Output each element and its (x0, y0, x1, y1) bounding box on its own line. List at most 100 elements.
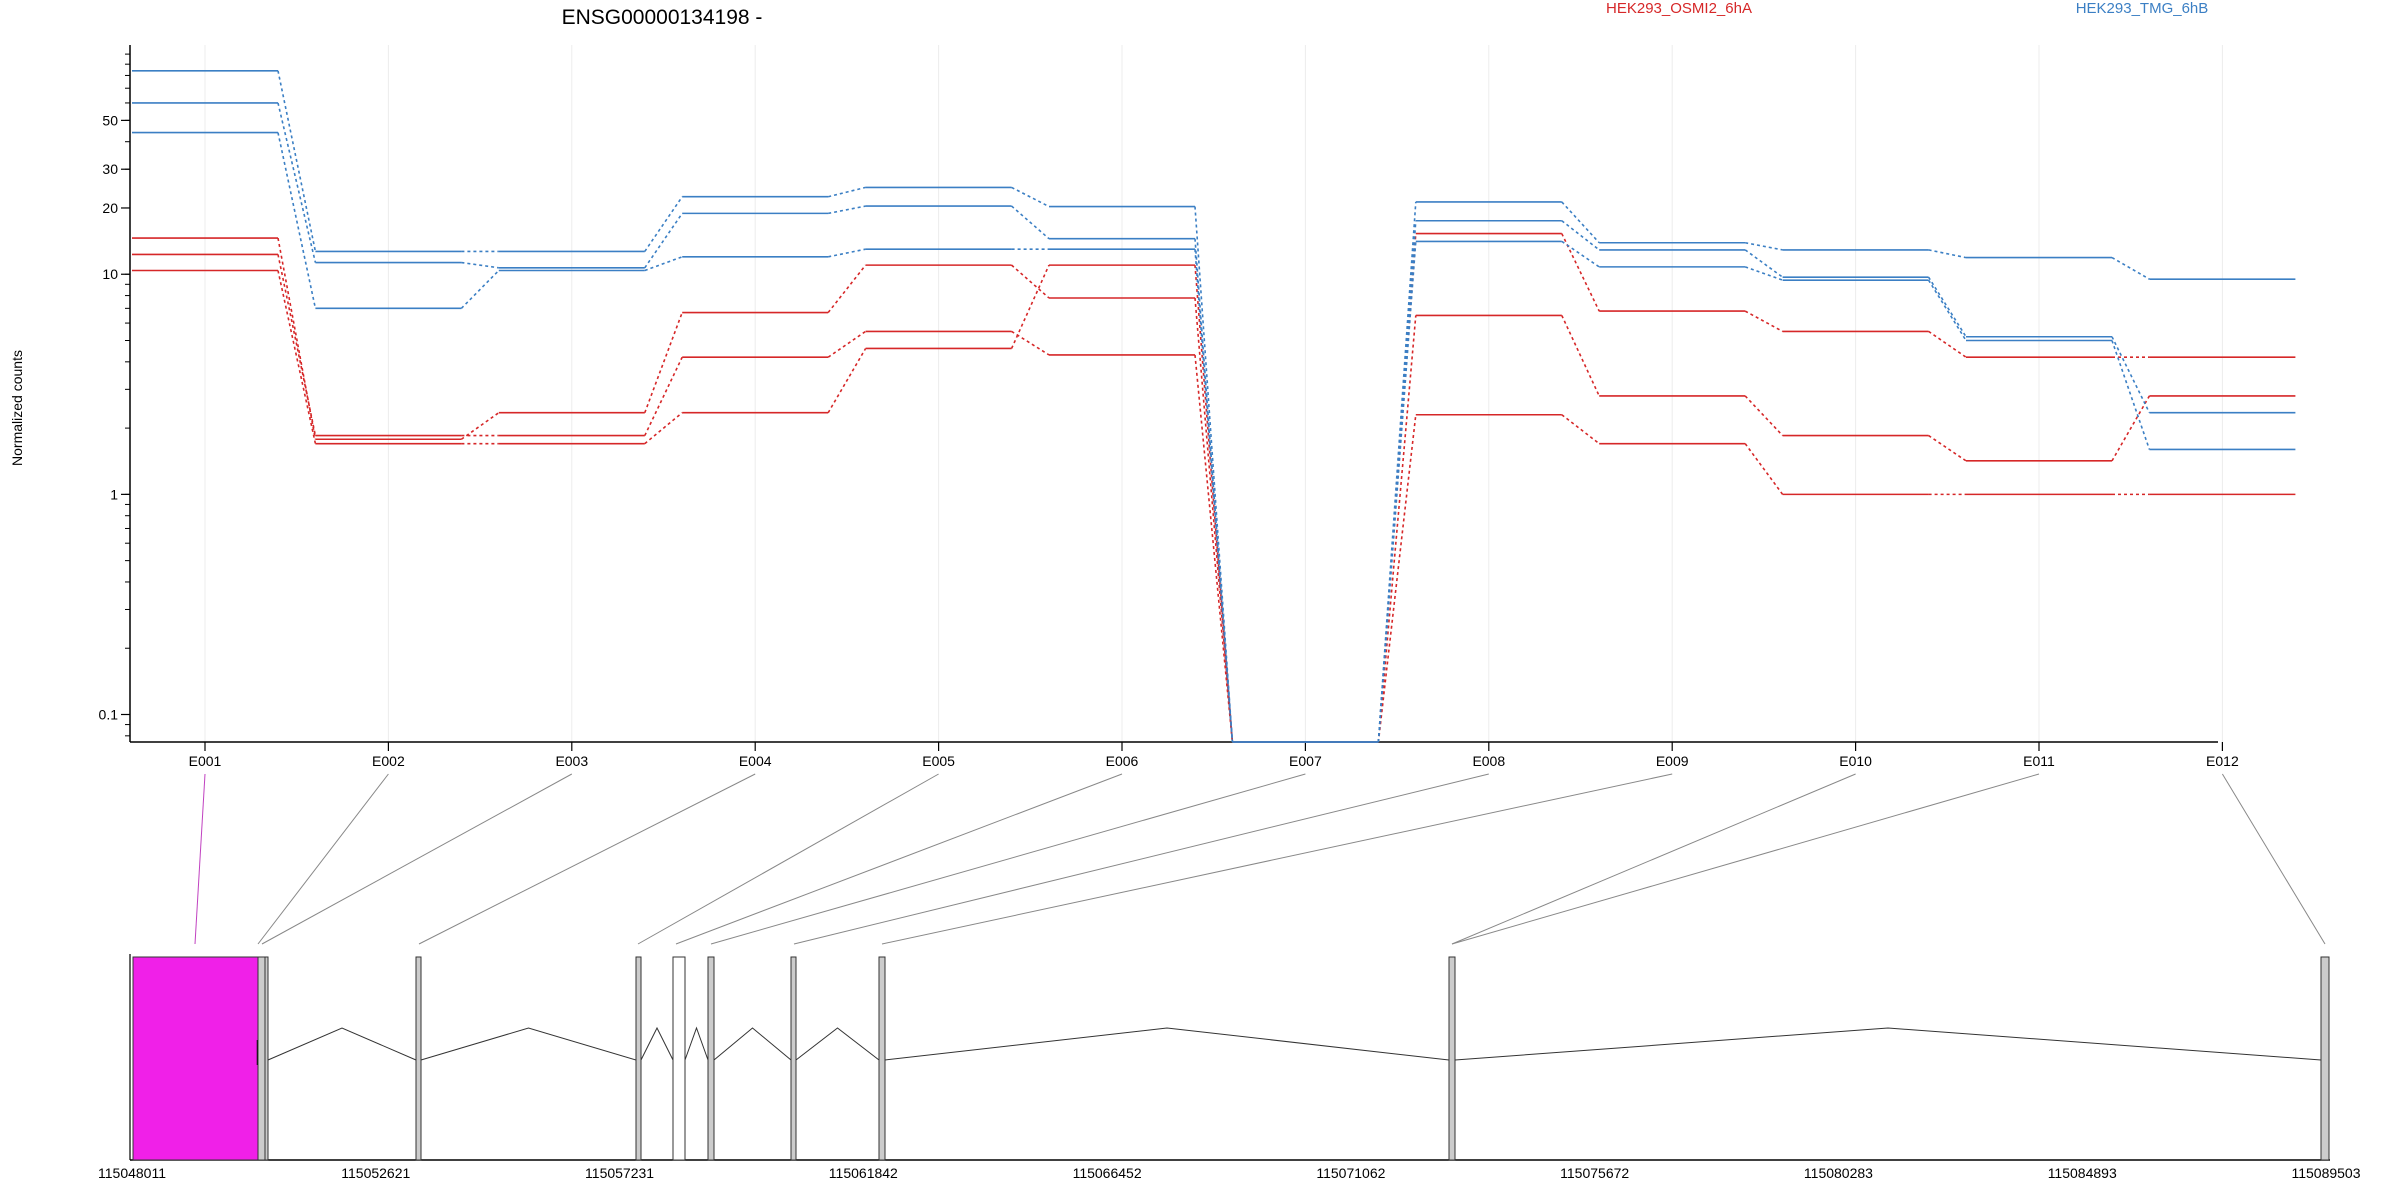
y-tick-label: 0.1 (99, 706, 119, 722)
exon-box-6 (707, 956, 715, 1161)
series-6-connector-3 (644, 256, 683, 272)
connector-e009 (881, 773, 1673, 945)
y-tick-label: 1 (110, 486, 118, 502)
connector-e002 (257, 773, 389, 945)
legend-entry-tmg: HEK293_TMG_6hB (2076, 0, 2209, 17)
legend-entry-osmi2: HEK293_OSMI2_6hA (1606, 0, 1752, 17)
series-3-connector-9 (1744, 443, 1784, 495)
intron-5 (713, 1027, 792, 1061)
exon-box-4 (635, 956, 642, 1161)
series-3-connector-8 (1561, 414, 1600, 445)
series-5-connector-1 (277, 102, 317, 263)
series-4-connector-11 (2111, 256, 2150, 280)
connector-e007 (710, 773, 1306, 945)
exon-box-3 (415, 956, 422, 1161)
series-6-connector-2 (460, 269, 500, 309)
x-tick-label-e010: E010 (1839, 753, 1872, 769)
exon-e001-highlighted (132, 956, 259, 1161)
connector-e011 (1451, 773, 2040, 945)
coordinate-tick-label: 115048011 (98, 1165, 166, 1181)
series-6-connector-9 (1744, 266, 1783, 281)
x-tick-label-e006: E006 (1106, 753, 1139, 769)
y-tick-label: 30 (102, 161, 118, 177)
x-tick-label-e001: E001 (189, 753, 222, 769)
series-2 (132, 253, 2296, 743)
series-1-connector-5 (1011, 264, 1050, 299)
series-5-connector-9 (1744, 249, 1784, 278)
series-6-connector-11 (2111, 340, 2151, 450)
coordinate-tick-label: 115052621 (341, 1165, 410, 1181)
series-2-connector-10 (1928, 434, 1967, 462)
series-6-connector-8 (1561, 240, 1600, 268)
series-5-connector-5 (1011, 205, 1050, 240)
y-tick-label: 20 (102, 200, 118, 216)
grid (204, 45, 2223, 742)
connector-e008 (793, 773, 1489, 945)
series-2-connector-11 (2111, 395, 2151, 462)
connector-e003 (261, 773, 573, 945)
x-tick-label-e002: E002 (372, 753, 405, 769)
series-1-connector-9 (1744, 310, 1783, 333)
coordinate-tick-label: 115057231 (585, 1165, 654, 1181)
coordinate-tick-label: 115061842 (829, 1165, 898, 1181)
series-5-connector-10 (1927, 276, 1967, 338)
series-4-connector-3 (644, 196, 683, 252)
connector-e004 (418, 773, 756, 945)
series-2-connector-3 (644, 356, 683, 436)
series-2-connector-4 (827, 330, 867, 358)
intron-2 (420, 1027, 637, 1061)
series-layer (132, 69, 2296, 743)
exon-box-10 (2320, 956, 2330, 1161)
series-5-connector-11 (2111, 336, 2151, 414)
x-tick-label-e011: E011 (2023, 753, 2055, 769)
series-5-connector-3 (644, 212, 683, 269)
series-3-connector-7 (1377, 414, 1417, 743)
x-tick-label-e009: E009 (1656, 753, 1689, 769)
exon-connector-lines (194, 773, 2326, 945)
connector-e010 (1451, 773, 1856, 945)
chart-title: ENSG00000134198 - (562, 6, 763, 29)
y-tick-label: 50 (102, 112, 118, 128)
connector-e005 (637, 773, 939, 945)
x-tick-label-e003: E003 (555, 753, 588, 769)
series-2-connector-6 (1194, 354, 1234, 743)
series-1-connector-1 (277, 237, 317, 440)
exon-box-9 (1448, 956, 1456, 1161)
x-tick-label-e005: E005 (922, 753, 955, 769)
intron-7 (884, 1027, 1450, 1061)
exon-box-8 (878, 956, 886, 1161)
series-5-connector-8 (1561, 220, 1600, 251)
series-6-connector-6 (1194, 249, 1234, 743)
connector-e012 (2221, 773, 2326, 945)
intron-3 (640, 1026, 674, 1061)
gene-model-track: 115048011 115052621 115057231 115061842 1150… (98, 954, 2361, 1181)
x-axis: E001 E002 E003 E004 E005 E006 E007 E008 E009 E010… (130, 741, 2239, 769)
x-tick-label-e012: E012 (2206, 753, 2239, 769)
intron-4 (684, 1026, 709, 1061)
series-6-connector-7 (1377, 241, 1417, 743)
series-1-connector-10 (1928, 330, 1967, 358)
series-2-connector-8 (1561, 315, 1600, 397)
series-5-connector-2 (461, 261, 499, 269)
series-4-connector-9 (1745, 241, 1783, 251)
series-1 (132, 232, 2296, 743)
series-1-connector-4 (827, 264, 867, 314)
exon-box-2 (264, 956, 269, 1161)
series-2-connector-1 (277, 254, 317, 436)
coordinate-tick-label: 115084893 (2048, 1165, 2117, 1181)
series-4-connector-10 (1928, 249, 1967, 259)
series-3-connector-3 (644, 412, 683, 445)
series-4 (132, 69, 2296, 743)
intron-8 (1454, 1027, 2322, 1061)
legend: HEK293_OSMI2_6hA HEK293_TMG_6hB (1606, 0, 2208, 17)
exon-box-7 (790, 956, 797, 1161)
exon-box-1 (257, 956, 266, 1161)
series-3-connector-4 (827, 348, 867, 414)
intron-6 (795, 1027, 880, 1061)
series-5-connector-4 (828, 205, 866, 215)
coordinate-tick-label: 115089503 (2291, 1165, 2360, 1181)
coordinate-tick-label: 115066452 (1073, 1165, 1142, 1181)
series-5 (132, 102, 2296, 743)
x-tick-label-e008: E008 (1472, 753, 1505, 769)
